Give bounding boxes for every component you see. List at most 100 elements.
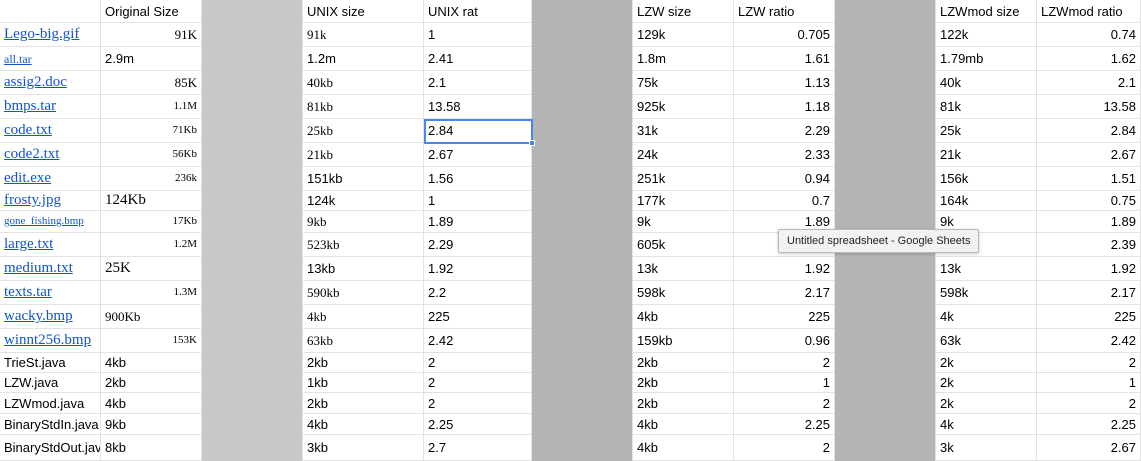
lzw-size-cell[interactable]: 9k: [633, 211, 734, 233]
filename-cell[interactable]: all.tar: [0, 47, 101, 71]
header-unix-size[interactable]: UNIX size: [303, 0, 424, 23]
unix-ratio-cell[interactable]: 1.92: [424, 257, 532, 281]
unix-ratio-cell[interactable]: 1: [424, 23, 532, 47]
lzw-size-cell[interactable]: 598k: [633, 281, 734, 305]
lzw-ratio-cell[interactable]: 1.92: [734, 257, 835, 281]
lzw-size-cell[interactable]: 4kb: [633, 305, 734, 329]
filename-cell[interactable]: BinaryStdIn.java: [0, 414, 101, 435]
original-size-cell[interactable]: 25K: [101, 257, 202, 281]
lzw-ratio-cell[interactable]: 2: [734, 353, 835, 373]
lzwmod-size-cell[interactable]: [936, 233, 1037, 257]
unix-size-cell[interactable]: 63kb: [303, 329, 424, 353]
lzwmod-size-cell[interactable]: 598k: [936, 281, 1037, 305]
lzwmod-size-cell[interactable]: 63k: [936, 329, 1037, 353]
lzw-size-cell[interactable]: 75k: [633, 71, 734, 95]
lzw-size-cell[interactable]: 24k: [633, 143, 734, 167]
lzwmod-size-cell[interactable]: 164k: [936, 191, 1037, 211]
lzw-ratio-cell[interactable]: 0.705: [734, 23, 835, 47]
unix-ratio-cell[interactable]: 2: [424, 393, 532, 414]
original-size-cell[interactable]: 2.9m: [101, 47, 202, 71]
original-size-cell[interactable]: 124Kb: [101, 191, 202, 211]
unix-ratio-cell[interactable]: 2.1: [424, 71, 532, 95]
unix-ratio-cell[interactable]: 1.89: [424, 211, 532, 233]
unix-ratio-cell[interactable]: 2: [424, 353, 532, 373]
lzwmod-size-cell[interactable]: 2k: [936, 393, 1037, 414]
original-size-cell[interactable]: 85K: [101, 71, 202, 95]
lzwmod-size-cell[interactable]: 4k: [936, 414, 1037, 435]
lzwmod-size-cell[interactable]: 40k: [936, 71, 1037, 95]
lzwmod-size-cell[interactable]: 156k: [936, 167, 1037, 191]
lzwmod-ratio-cell[interactable]: 2: [1037, 393, 1141, 414]
lzwmod-ratio-cell[interactable]: 2.1: [1037, 71, 1141, 95]
lzw-ratio-cell[interactable]: 1.18: [734, 95, 835, 119]
filename-cell[interactable]: BinaryStdOut.jav: [0, 435, 101, 461]
lzw-size-cell[interactable]: 2kb: [633, 373, 734, 393]
lzwmod-ratio-cell[interactable]: 0.75: [1037, 191, 1141, 211]
filename-cell[interactable]: edit.exe: [0, 167, 101, 191]
lzwmod-size-cell[interactable]: 9k: [936, 211, 1037, 233]
lzwmod-ratio-cell[interactable]: 2.67: [1037, 435, 1141, 461]
filename-cell[interactable]: wacky.bmp: [0, 305, 101, 329]
lzw-ratio-cell[interactable]: 1: [734, 373, 835, 393]
unix-ratio-cell[interactable]: 2.42: [424, 329, 532, 353]
filename-cell[interactable]: medium.txt: [0, 257, 101, 281]
unix-size-cell[interactable]: 124k: [303, 191, 424, 211]
header-lzw-ratio[interactable]: LZW ratio: [734, 0, 835, 23]
unix-size-cell[interactable]: 2kb: [303, 393, 424, 414]
original-size-cell[interactable]: 4kb: [101, 393, 202, 414]
filename-cell[interactable]: TrieSt.java: [0, 353, 101, 373]
original-size-cell[interactable]: 9kb: [101, 414, 202, 435]
original-size-cell[interactable]: 1.1M: [101, 95, 202, 119]
filename-cell[interactable]: code2.txt: [0, 143, 101, 167]
original-size-cell[interactable]: 91K: [101, 23, 202, 47]
unix-ratio-cell[interactable]: 1: [424, 191, 532, 211]
lzwmod-size-cell[interactable]: 81k: [936, 95, 1037, 119]
unix-ratio-cell[interactable]: 13.58: [424, 95, 532, 119]
lzwmod-size-cell[interactable]: 21k: [936, 143, 1037, 167]
filename-cell[interactable]: LZW.java: [0, 373, 101, 393]
lzw-size-cell[interactable]: 2kb: [633, 353, 734, 373]
lzwmod-ratio-cell[interactable]: 2.84: [1037, 119, 1141, 143]
unix-ratio-cell[interactable]: 2.2: [424, 281, 532, 305]
lzw-size-cell[interactable]: 4kb: [633, 414, 734, 435]
lzw-size-cell[interactable]: 2kb: [633, 393, 734, 414]
unix-size-cell[interactable]: 2kb: [303, 353, 424, 373]
original-size-cell[interactable]: 1.3M: [101, 281, 202, 305]
lzwmod-size-cell[interactable]: 25k: [936, 119, 1037, 143]
lzw-size-cell[interactable]: 129k: [633, 23, 734, 47]
lzwmod-ratio-cell[interactable]: 2.67: [1037, 143, 1141, 167]
lzwmod-size-cell[interactable]: 122k: [936, 23, 1037, 47]
lzw-size-cell[interactable]: 159kb: [633, 329, 734, 353]
unix-size-cell[interactable]: 9kb: [303, 211, 424, 233]
original-size-cell[interactable]: 236k: [101, 167, 202, 191]
unix-size-cell[interactable]: 40kb: [303, 71, 424, 95]
unix-size-cell[interactable]: 1.2m: [303, 47, 424, 71]
lzwmod-ratio-cell[interactable]: 2.25: [1037, 414, 1141, 435]
lzwmod-ratio-cell[interactable]: 1.51: [1037, 167, 1141, 191]
filename-cell[interactable]: LZWmod.java: [0, 393, 101, 414]
unix-ratio-cell[interactable]: 225: [424, 305, 532, 329]
unix-size-cell[interactable]: 25kb: [303, 119, 424, 143]
lzwmod-ratio-cell[interactable]: 2: [1037, 353, 1141, 373]
unix-size-cell[interactable]: 21kb: [303, 143, 424, 167]
lzw-ratio-cell[interactable]: 1.13: [734, 71, 835, 95]
lzwmod-ratio-cell[interactable]: 2.39: [1037, 233, 1141, 257]
filename-cell[interactable]: code.txt: [0, 119, 101, 143]
unix-size-cell[interactable]: 523kb: [303, 233, 424, 257]
lzw-size-cell[interactable]: 605k: [633, 233, 734, 257]
filename-cell[interactable]: gone_fishing.bmp: [0, 211, 101, 233]
lzwmod-size-cell[interactable]: 13k: [936, 257, 1037, 281]
original-size-cell[interactable]: 17Kb: [101, 211, 202, 233]
original-size-cell[interactable]: 4kb: [101, 353, 202, 373]
lzw-ratio-cell[interactable]: 2.29: [734, 119, 835, 143]
lzw-ratio-cell[interactable]: 1.61: [734, 47, 835, 71]
lzwmod-size-cell[interactable]: 2k: [936, 373, 1037, 393]
lzwmod-size-cell[interactable]: 1.79mb: [936, 47, 1037, 71]
lzwmod-size-cell[interactable]: 4k: [936, 305, 1037, 329]
filename-cell[interactable]: winnt256.bmp: [0, 329, 101, 353]
filename-cell[interactable]: Lego-big.gif: [0, 23, 101, 47]
filename-cell[interactable]: texts.tar: [0, 281, 101, 305]
lzw-ratio-cell[interactable]: 2.25: [734, 414, 835, 435]
unix-size-cell[interactable]: 3kb: [303, 435, 424, 461]
unix-ratio-cell[interactable]: 2.25: [424, 414, 532, 435]
